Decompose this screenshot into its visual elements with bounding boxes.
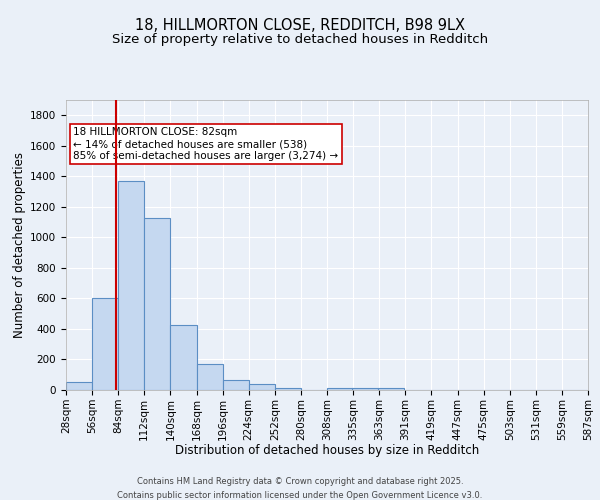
Bar [223,380,249,390]
Text: 18, HILLMORTON CLOSE, REDDITCH, B98 9LX: 18, HILLMORTON CLOSE, REDDITCH, B98 9LX [135,18,465,32]
Bar [145,218,170,390]
Text: 18 HILLMORTON CLOSE: 82sqm
← 14% of detached houses are smaller (538)
85% of sem: 18 HILLMORTON CLOSE: 82sqm ← 14% of deta… [73,128,338,160]
Bar [327,388,353,390]
Y-axis label: Number of detached properties: Number of detached properties [13,152,26,338]
Bar [197,364,223,390]
Text: Contains HM Land Registry data © Crown copyright and database right 2025.
Contai: Contains HM Land Registry data © Crown c… [118,478,482,500]
Bar [92,298,118,390]
Bar [170,325,197,390]
Bar [66,382,92,390]
Bar [118,181,145,390]
Text: Size of property relative to detached houses in Redditch: Size of property relative to detached ho… [112,32,488,46]
Bar [378,388,404,390]
Bar [275,388,301,390]
Bar [249,384,275,390]
Bar [352,388,378,390]
X-axis label: Distribution of detached houses by size in Redditch: Distribution of detached houses by size … [175,444,479,457]
